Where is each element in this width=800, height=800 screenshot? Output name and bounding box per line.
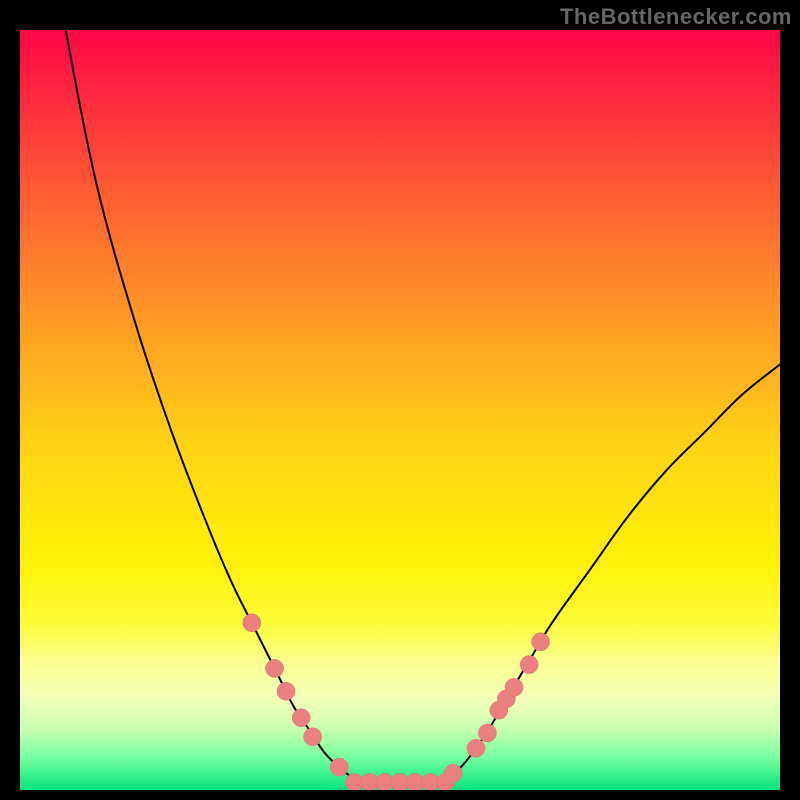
marker-left-3 <box>292 709 310 727</box>
marker-right-2 <box>478 724 496 742</box>
marker-right-5 <box>505 678 523 696</box>
marker-right-7 <box>532 633 550 651</box>
marker-left-1 <box>266 659 284 677</box>
marker-right-0 <box>444 764 462 782</box>
marker-left-4 <box>304 728 322 746</box>
plot-area <box>20 30 780 790</box>
marker-right-1 <box>467 739 485 757</box>
marker-left-2 <box>277 682 295 700</box>
chart-frame: TheBottlenecker.com <box>0 0 800 800</box>
marker-left-0 <box>243 614 261 632</box>
chart-svg <box>20 30 780 790</box>
attribution-text: TheBottlenecker.com <box>560 4 792 30</box>
gradient-background <box>20 30 780 790</box>
marker-left-5 <box>330 758 348 776</box>
marker-right-6 <box>520 656 538 674</box>
